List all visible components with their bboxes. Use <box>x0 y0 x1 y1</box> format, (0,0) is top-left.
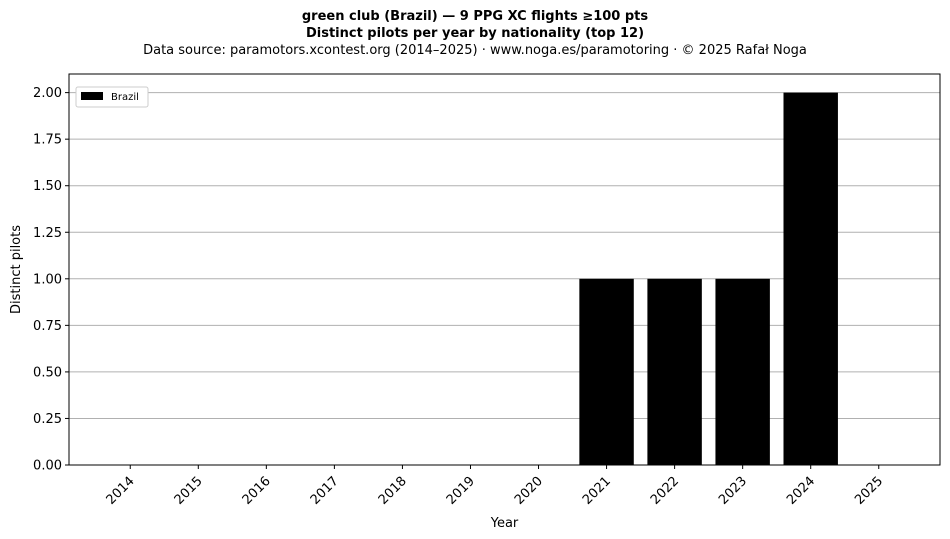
x-tick-label: 2015 <box>172 474 206 508</box>
bar-2023 <box>715 278 770 465</box>
y-tick-label: 1.75 <box>33 133 62 148</box>
data-source-note: Data source: paramotors.xcontest.org (20… <box>143 43 807 58</box>
chart-subtitle: Distinct pilots per year by nationality … <box>305 26 645 41</box>
y-axis-ticks: 0.00 0.25 0.50 0.75 1.00 1.25 1.50 1.75 2.00 <box>33 86 69 474</box>
y-axis-label: Distinct pilots <box>9 225 24 314</box>
legend-label-brazil: Brazil <box>111 92 139 103</box>
bar-2021 <box>579 278 634 465</box>
x-tick-label: 2017 <box>308 474 342 508</box>
chart-titles: green club (Brazil) — 9 PPG XC flights ≥… <box>0 8 950 60</box>
x-tick-label: 2024 <box>784 474 818 508</box>
x-axis-label: Year <box>490 516 519 531</box>
y-tick-label: 0.75 <box>33 319 62 334</box>
y-tick-label: 1.25 <box>33 226 62 241</box>
x-tick-label: 2019 <box>444 474 478 508</box>
y-tick-label: 0.00 <box>33 459 62 474</box>
legend: Brazil <box>75 86 149 108</box>
chart-title: green club (Brazil) — 9 PPG XC flights ≥… <box>301 9 649 24</box>
x-axis-ticks: 2014 2015 2016 2017 2018 2019 2020 2021 2022 2023… <box>104 465 886 508</box>
y-tick-label: 0.25 <box>33 412 62 427</box>
legend-swatch-brazil <box>81 92 103 100</box>
bars <box>579 92 838 465</box>
x-tick-label: 2018 <box>376 474 410 508</box>
x-tick-label: 2020 <box>512 474 546 508</box>
y-tick-label: 2.00 <box>33 86 62 101</box>
plot-frame <box>68 73 941 466</box>
x-tick-label: 2023 <box>716 474 750 508</box>
x-tick-label: 2022 <box>648 474 682 508</box>
x-tick-label: 2016 <box>240 474 274 508</box>
y-tick-label: 0.50 <box>33 365 62 380</box>
bar-2024 <box>783 92 838 465</box>
bar-2022 <box>647 278 702 465</box>
x-tick-label: 2014 <box>104 474 138 508</box>
x-tick-label: 2021 <box>580 474 614 508</box>
y-tick-label: 1.50 <box>33 179 62 194</box>
x-tick-label: 2025 <box>852 474 886 508</box>
y-tick-label: 1.00 <box>33 272 62 287</box>
